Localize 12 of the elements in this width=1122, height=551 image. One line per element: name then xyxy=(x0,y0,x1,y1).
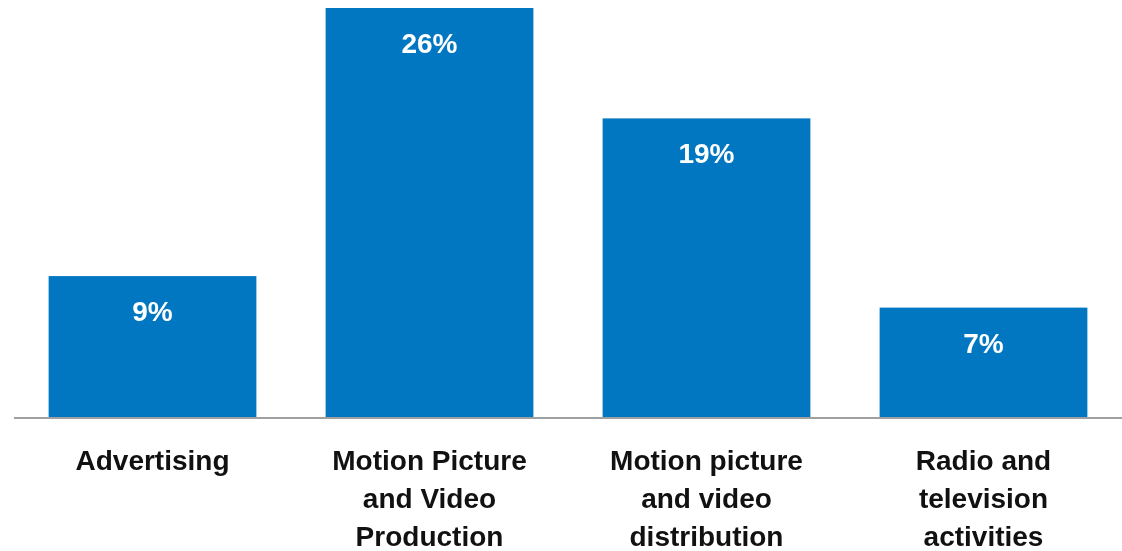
bar xyxy=(879,307,1088,418)
x-tick-label: Radio and television activities xyxy=(915,445,1052,551)
data-label: 19% xyxy=(678,138,735,170)
x-tick-label: Advertising xyxy=(75,445,230,476)
data-label: 7% xyxy=(963,327,1004,359)
x-tick-label: Motion picture and video distribution xyxy=(610,445,803,551)
bar xyxy=(602,118,811,418)
bar xyxy=(48,276,257,418)
x-tick-label: Motion Picture and Video Production xyxy=(332,445,527,551)
data-label: 9% xyxy=(132,296,173,328)
bar xyxy=(325,8,534,418)
data-label: 26% xyxy=(401,28,458,59)
